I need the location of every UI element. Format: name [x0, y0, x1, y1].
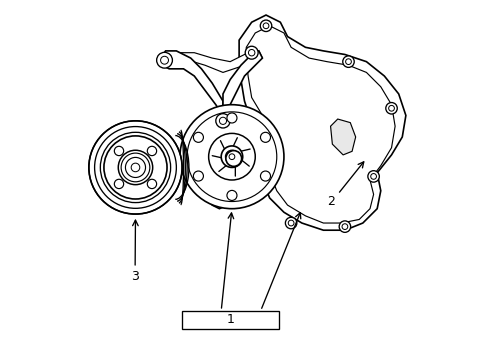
- Polygon shape: [160, 51, 262, 72]
- Circle shape: [287, 220, 293, 226]
- Circle shape: [193, 132, 203, 142]
- Circle shape: [219, 117, 226, 125]
- Polygon shape: [160, 51, 223, 116]
- Text: 1: 1: [226, 313, 234, 327]
- Circle shape: [114, 179, 123, 189]
- Circle shape: [104, 136, 167, 199]
- Polygon shape: [212, 176, 251, 209]
- Circle shape: [89, 121, 182, 214]
- Bar: [182, 311, 278, 329]
- Circle shape: [226, 190, 237, 201]
- Circle shape: [260, 132, 270, 142]
- Circle shape: [226, 113, 237, 123]
- Circle shape: [285, 217, 296, 229]
- Circle shape: [147, 179, 156, 189]
- Text: 3: 3: [131, 270, 139, 283]
- Circle shape: [215, 114, 230, 128]
- Circle shape: [260, 171, 270, 181]
- Circle shape: [255, 177, 261, 183]
- Circle shape: [228, 154, 234, 159]
- Circle shape: [342, 56, 353, 67]
- Circle shape: [160, 56, 168, 64]
- Text: 2: 2: [326, 195, 334, 208]
- Circle shape: [193, 171, 203, 181]
- Circle shape: [180, 105, 284, 209]
- Circle shape: [225, 150, 241, 166]
- Circle shape: [225, 195, 238, 208]
- Circle shape: [244, 46, 258, 59]
- Circle shape: [341, 224, 347, 229]
- Circle shape: [147, 146, 156, 156]
- Circle shape: [208, 134, 255, 180]
- Circle shape: [260, 20, 271, 32]
- Circle shape: [370, 174, 376, 179]
- Polygon shape: [239, 15, 405, 230]
- Circle shape: [388, 105, 394, 111]
- Circle shape: [385, 103, 396, 114]
- Circle shape: [125, 157, 145, 177]
- Circle shape: [345, 59, 351, 64]
- Polygon shape: [223, 51, 262, 116]
- Circle shape: [131, 163, 140, 172]
- Circle shape: [339, 221, 350, 232]
- Circle shape: [253, 174, 264, 186]
- Circle shape: [221, 146, 242, 167]
- Circle shape: [114, 146, 123, 156]
- Circle shape: [156, 52, 172, 68]
- Circle shape: [248, 49, 254, 56]
- Circle shape: [225, 150, 238, 163]
- Polygon shape: [330, 119, 355, 155]
- Circle shape: [263, 23, 268, 29]
- Circle shape: [118, 150, 152, 185]
- Circle shape: [367, 171, 379, 182]
